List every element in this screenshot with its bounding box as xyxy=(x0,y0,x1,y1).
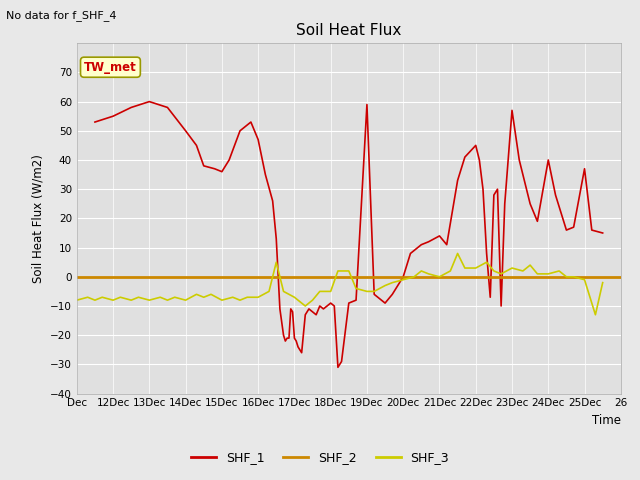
SHF_2 xyxy=(545,274,552,280)
SHF_1 xyxy=(508,108,516,113)
Text: No data for f_SHF_4: No data for f_SHF_4 xyxy=(6,10,117,21)
SHF_3 xyxy=(599,280,607,286)
SHF_3 xyxy=(591,312,599,318)
SHF_1 xyxy=(334,364,342,370)
SHF_1 xyxy=(91,119,99,125)
SHF_3 xyxy=(73,297,81,303)
SHF_1 xyxy=(599,230,607,236)
SHF_2 xyxy=(291,274,298,280)
SHF_2 xyxy=(218,274,226,280)
SHF_2 xyxy=(436,274,444,280)
SHF_2 xyxy=(73,274,81,280)
SHF_1 xyxy=(526,201,534,207)
SHF_3 xyxy=(156,294,164,300)
Line: SHF_3: SHF_3 xyxy=(77,253,603,315)
Title: Soil Heat Flux: Soil Heat Flux xyxy=(296,23,401,38)
SHF_2 xyxy=(327,274,335,280)
SHF_1 xyxy=(292,338,300,344)
SHF_2 xyxy=(145,274,153,280)
Y-axis label: Soil Heat Flux (W/m2): Soil Heat Flux (W/m2) xyxy=(31,154,45,283)
SHF_3 xyxy=(345,268,353,274)
Line: SHF_1: SHF_1 xyxy=(95,102,603,367)
SHF_3 xyxy=(207,291,215,297)
SHF_2 xyxy=(109,274,117,280)
SHF_2 xyxy=(182,274,189,280)
SHF_1 xyxy=(145,99,153,105)
X-axis label: Time: Time xyxy=(592,414,621,427)
Legend: SHF_1, SHF_2, SHF_3: SHF_1, SHF_2, SHF_3 xyxy=(186,446,454,469)
SHF_2 xyxy=(508,274,516,280)
SHF_2 xyxy=(580,274,588,280)
SHF_3 xyxy=(127,297,135,303)
SHF_3 xyxy=(91,297,99,303)
SHF_2 xyxy=(399,274,407,280)
SHF_1 xyxy=(552,192,559,198)
SHF_1 xyxy=(338,359,346,364)
SHF_3 xyxy=(461,265,468,271)
Text: TW_met: TW_met xyxy=(84,61,137,74)
SHF_2 xyxy=(472,274,479,280)
SHF_3 xyxy=(454,251,461,256)
SHF_2 xyxy=(363,274,371,280)
SHF_2 xyxy=(254,274,262,280)
SHF_1 xyxy=(276,306,284,312)
SHF_2 xyxy=(617,274,625,280)
